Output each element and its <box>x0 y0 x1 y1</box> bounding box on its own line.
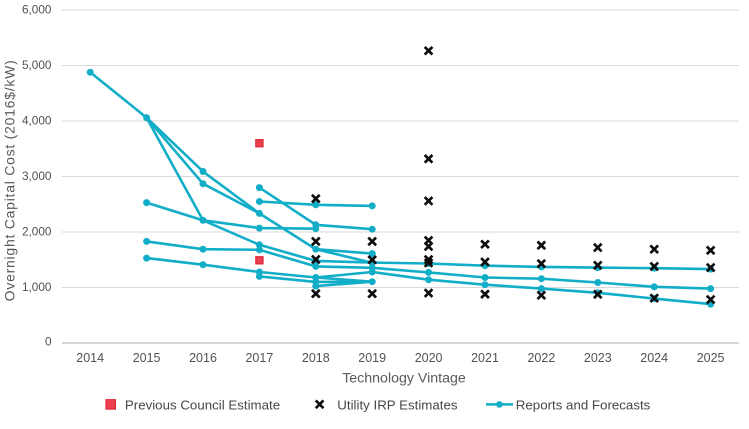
svg-text:2020: 2020 <box>415 351 443 365</box>
svg-text:0: 0 <box>45 335 52 349</box>
svg-text:2022: 2022 <box>527 351 555 365</box>
svg-text:Reports and Forecasts: Reports and Forecasts <box>516 397 651 412</box>
svg-text:1,000: 1,000 <box>22 280 52 294</box>
svg-text:2021: 2021 <box>471 351 499 365</box>
svg-text:Utility IRP Estimates: Utility IRP Estimates <box>337 397 458 412</box>
svg-text:5,000: 5,000 <box>22 58 52 72</box>
svg-text:Overnight Capital Cost (2016$/: Overnight Capital Cost (2016$/kW) <box>2 59 18 301</box>
svg-text:2023: 2023 <box>584 351 612 365</box>
svg-text:2017: 2017 <box>245 351 273 365</box>
svg-text:2015: 2015 <box>133 351 161 365</box>
svg-text:2019: 2019 <box>358 351 386 365</box>
svg-text:2025: 2025 <box>697 351 725 365</box>
svg-text:2024: 2024 <box>640 351 668 365</box>
svg-text:Previous Council Estimate: Previous Council Estimate <box>125 397 280 412</box>
svg-text:4,000: 4,000 <box>22 113 52 127</box>
svg-text:2018: 2018 <box>302 351 330 365</box>
svg-text:6,000: 6,000 <box>22 2 52 16</box>
svg-text:2016: 2016 <box>189 351 217 365</box>
svg-text:2,000: 2,000 <box>22 224 52 238</box>
svg-text:3,000: 3,000 <box>22 169 52 183</box>
svg-text:Technology Vintage: Technology Vintage <box>342 371 466 387</box>
svg-text:2014: 2014 <box>76 351 104 365</box>
